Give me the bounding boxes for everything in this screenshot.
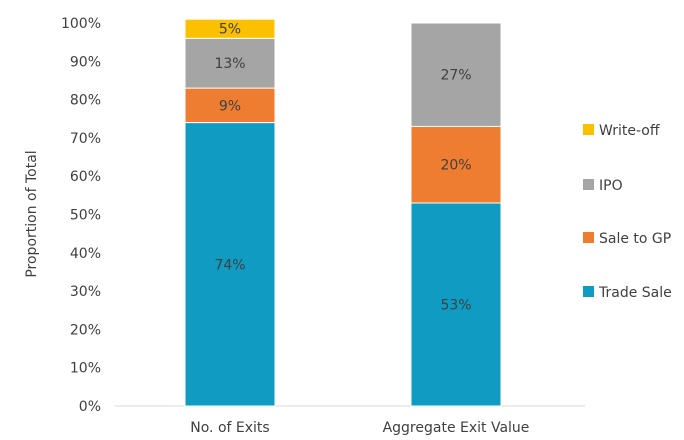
legend-swatch — [583, 286, 594, 297]
data-label: 53% — [440, 298, 471, 314]
y-tick-label: 90% — [70, 54, 101, 70]
legend: Write-off IPO Sale to GP Trade Sale — [583, 123, 672, 301]
data-label: 5% — [219, 22, 241, 38]
bar-segment-ipo — [410, 22, 502, 127]
y-tick-label: 80% — [70, 93, 101, 109]
y-tick-label: 30% — [70, 284, 101, 300]
legend-label: Sale to GP — [599, 231, 671, 247]
y-axis: 0% 10% 20% 30% 40% 50% 60% 70% 80% 90% 100% — [61, 16, 101, 415]
y-tick-label: 50% — [70, 208, 101, 224]
y-tick-label: 40% — [70, 246, 101, 262]
y-tick-label: 10% — [70, 361, 101, 377]
data-label: 74% — [214, 257, 245, 273]
legend-label: Trade Sale — [598, 285, 672, 301]
legend-swatch — [583, 179, 594, 190]
x-category-label: No. of Exits — [190, 420, 269, 436]
data-label: 9% — [219, 98, 241, 114]
legend-label: IPO — [599, 178, 623, 194]
y-tick-label: 60% — [70, 169, 101, 185]
bar-segment-sale-to-gp — [184, 87, 276, 124]
x-category-label: Aggregate Exit Value — [383, 420, 530, 436]
y-tick-label: 20% — [70, 322, 101, 338]
y-axis-label: Proportion of Total — [24, 150, 40, 277]
x-axis-labels: No. of Exits Aggregate Exit Value — [190, 420, 529, 436]
y-tick-label: 0% — [79, 399, 101, 415]
legend-swatch — [583, 124, 594, 135]
y-tick-label: 70% — [70, 131, 101, 147]
legend-label: Write-off — [599, 123, 660, 139]
data-label: 27% — [440, 68, 471, 84]
data-label: 20% — [440, 158, 471, 174]
bar-segment-write-off — [184, 18, 276, 39]
bars: 74% 9% 13% 5% 53% 20% 27% — [184, 18, 502, 407]
bar-segment-trade-sale — [410, 202, 502, 407]
bar-segment-trade-sale — [184, 122, 276, 407]
bar-segment-sale-to-gp — [410, 125, 502, 204]
y-tick-label: 100% — [61, 16, 101, 32]
legend-swatch — [583, 232, 594, 243]
data-label: 13% — [214, 56, 245, 72]
